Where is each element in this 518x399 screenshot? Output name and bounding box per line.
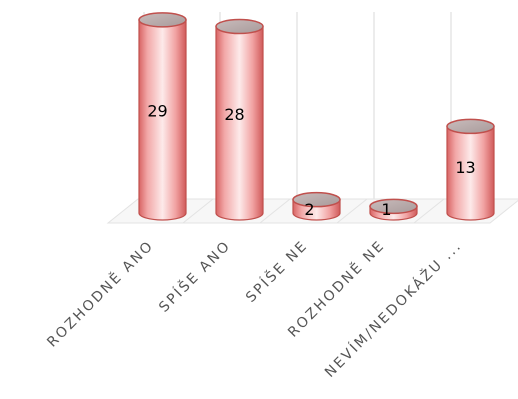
category-label: SPÍŠE ANO — [155, 236, 235, 316]
bar-body — [446, 125, 495, 221]
bar-2 — [215, 18, 264, 221]
bar-1 — [138, 12, 187, 221]
data-labels: 29 28 2 1 13 — [147, 102, 475, 219]
bar-top — [292, 191, 341, 208]
bar-3 — [292, 191, 341, 221]
bar-body — [215, 25, 264, 221]
bar-top — [369, 198, 418, 215]
floor-divider — [259, 198, 291, 224]
bars — [138, 12, 495, 221]
data-label: 28 — [224, 105, 244, 124]
floor-divider — [182, 198, 214, 224]
floor-divider — [413, 198, 445, 224]
bar-5 — [446, 118, 495, 221]
bar-top — [138, 12, 187, 28]
floor-divider — [336, 198, 368, 224]
category-label: ROZHODNĚ ANO — [44, 237, 158, 351]
bar-4 — [369, 198, 418, 221]
data-label: 29 — [147, 102, 167, 121]
bar-body — [138, 19, 187, 221]
data-label: 2 — [304, 200, 314, 219]
category-label: NEVÍM/NEDOKÁŽU ... — [321, 236, 466, 381]
data-label: 1 — [381, 200, 391, 219]
category-label: SPÍŠE NE — [242, 236, 312, 306]
bar-top — [446, 118, 495, 135]
data-label: 13 — [455, 158, 475, 177]
gridlines — [143, 12, 452, 205]
bar-top — [215, 18, 264, 35]
